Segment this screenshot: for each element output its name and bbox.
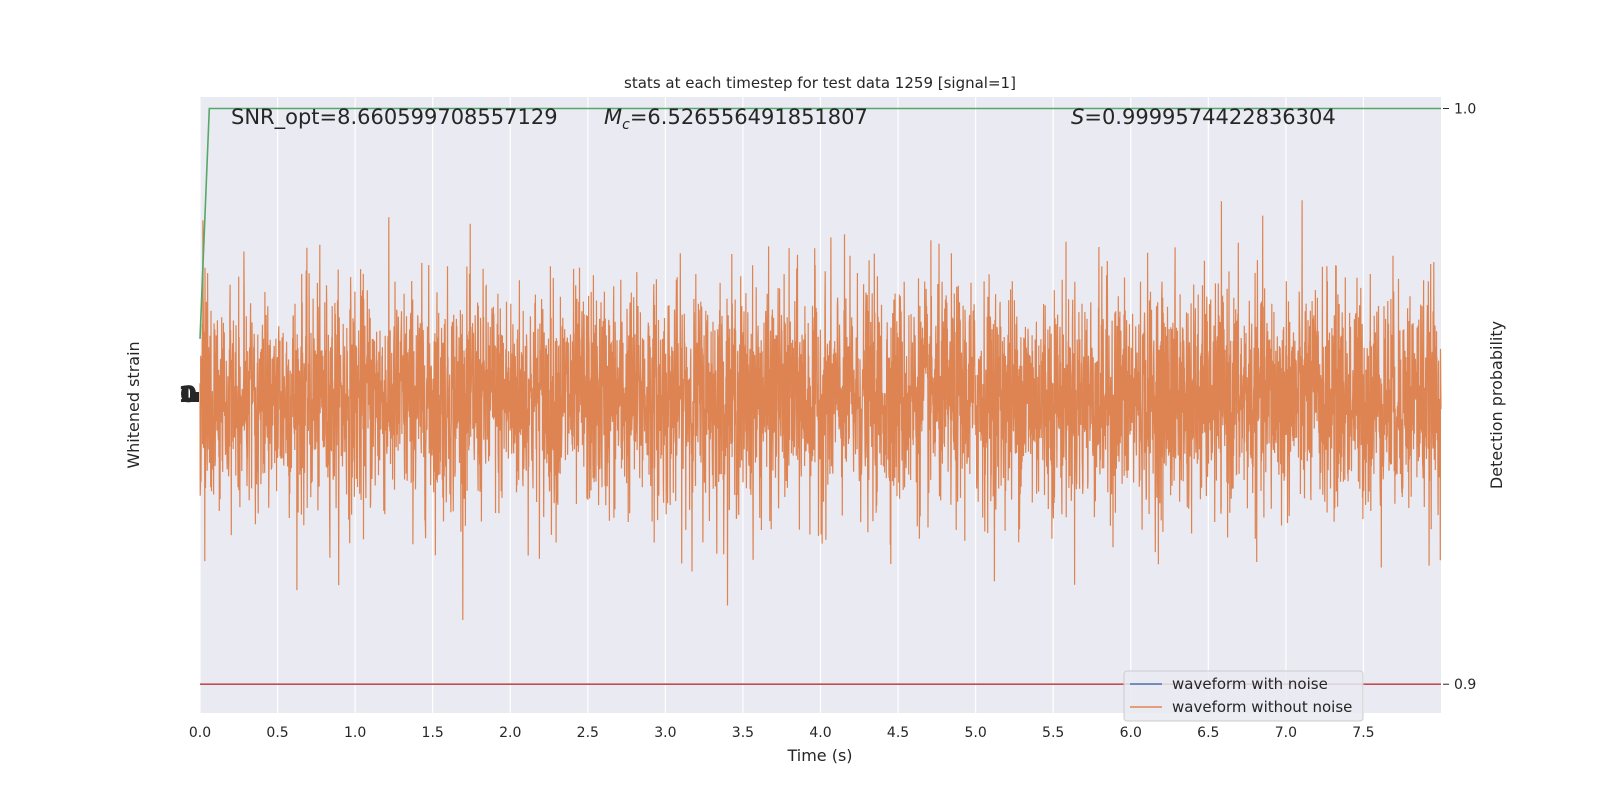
x-tick-label: 1.0 bbox=[344, 725, 366, 741]
left-axis-ticks: -1.0.0 bbox=[180, 383, 207, 408]
series-detection-probability bbox=[199, 107, 1441, 339]
x-tick-label: 4.5 bbox=[887, 725, 909, 741]
x-tick-label: 0.5 bbox=[266, 725, 288, 741]
x-tick-label: 1.5 bbox=[422, 725, 444, 741]
y-axis-label-right: Detection probability bbox=[1487, 321, 1506, 489]
x-tick-label: 3.0 bbox=[654, 725, 676, 741]
annotation-snr: SNR_opt=8.660599708557129 bbox=[231, 105, 558, 130]
y-axis-label-left: Whitened strain bbox=[124, 341, 143, 468]
annotation-mc: Mc=6.526556491851807 bbox=[604, 105, 868, 133]
y-tick-label-right: 0.9 bbox=[1454, 677, 1476, 693]
x-tick-label: 3.5 bbox=[732, 725, 754, 741]
x-tick-label: 6.0 bbox=[1120, 725, 1142, 741]
x-tick-label: 0.0 bbox=[189, 725, 211, 741]
legend-label-with-noise: waveform with noise bbox=[1172, 675, 1328, 693]
annotation-s-symbol: S bbox=[1071, 105, 1084, 129]
x-tick-label: 2.0 bbox=[499, 725, 521, 741]
legend: waveform with noise waveform without noi… bbox=[1123, 670, 1364, 722]
x-tick-label: 5.5 bbox=[1042, 725, 1064, 741]
annotation-mc-subscript: c bbox=[622, 117, 630, 133]
x-tick-label: 2.5 bbox=[577, 725, 599, 741]
x-tick-label: 4.0 bbox=[809, 725, 831, 741]
y-axis-ticks-right: 0.9 1.0 bbox=[1443, 102, 1476, 693]
x-axis-label: Time (s) bbox=[786, 746, 852, 765]
annotation-mc-symbol: M bbox=[604, 105, 622, 129]
x-axis-ticks: 0.0 0.5 1.0 1.5 2.0 2.5 3.0 3.5 4.0 4.5 5.0 5.5 6.0 6… bbox=[189, 725, 1375, 741]
annotation-s-value: =0.9999574422836304 bbox=[1084, 105, 1335, 129]
x-tick-label: 6.5 bbox=[1197, 725, 1219, 741]
y-tick-label-right: 1.0 bbox=[1454, 102, 1476, 118]
legend-box bbox=[1123, 670, 1364, 722]
chart-title: stats at each timestep for test data 125… bbox=[624, 74, 1016, 92]
legend-label-without-noise: waveform without noise bbox=[1172, 698, 1352, 716]
x-tick-label: 5.0 bbox=[964, 725, 986, 741]
x-tick-label: 7.0 bbox=[1275, 725, 1297, 741]
annotation-s: S=0.9999574422836304 bbox=[1071, 105, 1336, 129]
annotation-mc-value: =6.526556491851807 bbox=[630, 105, 868, 129]
x-tick-label: 7.5 bbox=[1352, 725, 1374, 741]
series-waveform-without-noise bbox=[199, 200, 1442, 621]
